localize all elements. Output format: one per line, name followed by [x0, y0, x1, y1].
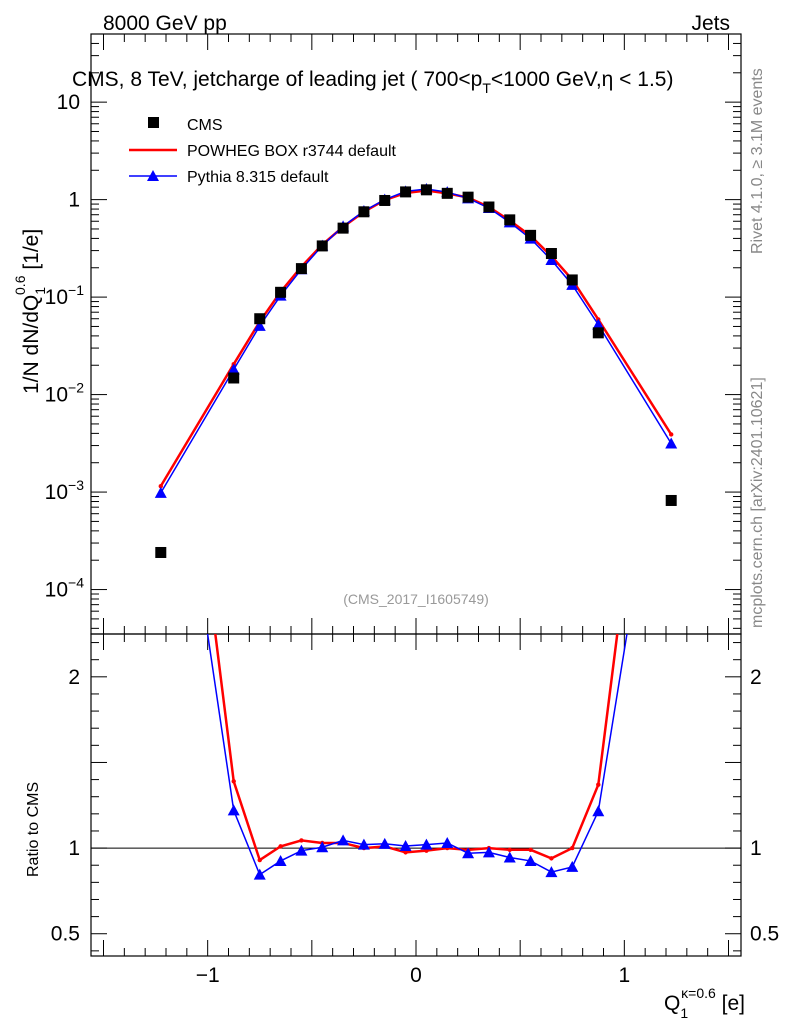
ratio-point-powheg: [507, 847, 512, 853]
ratio-point-pythia: [357, 838, 370, 850]
legend-label-powheg: POWHEG BOX r3744 default: [187, 143, 397, 160]
ratio-point-pythia: [524, 854, 537, 866]
y-tick-label: 10−1: [45, 282, 85, 309]
data-point-cms: [483, 201, 495, 213]
ratio-point-pythia: [441, 836, 454, 848]
ratio-y-tick-label-right: 0.5: [750, 923, 779, 946]
data-point-pythia: [592, 318, 605, 330]
ratio-point-powheg: [299, 838, 304, 843]
data-point-cms: [337, 222, 349, 234]
ratio-point-pythia: [227, 804, 240, 816]
data-point-cms: [441, 187, 453, 199]
ratio-point-pythia: [399, 840, 412, 852]
ratio-y-tick-label-right: 1: [750, 837, 762, 860]
ratio-point-pythia: [316, 841, 329, 853]
data-point-cms: [254, 313, 266, 325]
ratio-point-pythia: [253, 868, 266, 880]
data-point-cms: [420, 184, 432, 196]
data-point-cms: [316, 240, 328, 252]
y-tick-label: 10−3: [45, 477, 85, 504]
data-point-powheg: [158, 483, 163, 489]
ratio-point-powheg: [596, 782, 601, 787]
ratio-point-pythia: [592, 805, 605, 817]
series-line-pythia: [160, 188, 672, 494]
ratio-point-powheg: [528, 847, 533, 853]
ratio-point-pythia: [274, 854, 287, 866]
top-axis-ticks: 10−4 10−3 10−2 10−1 1 10: [45, 33, 741, 634]
ratio-point-pythia: [337, 834, 350, 846]
ratio-line-powheg: [214, 634, 619, 863]
ratio-point-powheg: [278, 844, 283, 849]
y-axis-label: 1/N dN/dQ10.6 [1/e]: [12, 229, 48, 394]
data-point-cms: [155, 546, 167, 558]
data-point-pythia: [253, 319, 266, 331]
ratio-line-pythia: [206, 634, 628, 876]
data-point-cms: [462, 191, 474, 203]
x-tick-label: 0: [410, 964, 422, 987]
data-point-cms: [400, 186, 412, 198]
ratio-y-tick-label: 1: [68, 837, 80, 860]
x-tick-label: −1: [196, 964, 220, 987]
data-point-pythia: [665, 437, 678, 449]
ratio-point-powheg: [257, 857, 262, 863]
data-point-powheg: [669, 432, 674, 437]
ratio-point-powheg: [231, 779, 236, 784]
data-point-cms: [358, 206, 370, 218]
data-point-cms: [275, 286, 287, 298]
ratio-y-tick-label: 0.5: [51, 923, 80, 946]
data-point-cms: [525, 229, 537, 241]
ratio-point-powheg: [549, 856, 554, 861]
legend-label-cms: CMS: [187, 117, 223, 134]
ratio-point-pythia: [462, 847, 475, 859]
ratio-point-powheg: [570, 845, 575, 851]
y-tick-label: 1: [68, 189, 80, 212]
header-right-label: Jets: [691, 12, 730, 35]
ratio-y-axis-label: Ratio to CMS: [25, 782, 42, 877]
legend-marker-pythia: [147, 170, 159, 181]
y-tick-label: 10: [57, 91, 80, 114]
ratio-point-pythia: [503, 851, 516, 863]
ratio-axis-ticks: −1 0 1 0.5 0.5 1 1 2 2: [51, 634, 779, 987]
ratio-point-powheg: [403, 850, 408, 855]
data-point-cms: [592, 327, 604, 339]
legend-label-pythia: Pythia 8.315 default: [187, 169, 329, 186]
data-point-pythia: [545, 254, 558, 266]
data-point-cms: [665, 494, 677, 506]
data-point-cms: [566, 274, 578, 286]
ratio-point-pythia: [295, 844, 308, 856]
x-axis-label: Q1κ=0.6 [e]: [664, 985, 745, 1021]
data-point-cms: [295, 263, 307, 275]
y-tick-label: 10−4: [45, 575, 85, 602]
ratio-point-pythia: [378, 837, 391, 849]
legend-marker-cms: [148, 117, 159, 128]
ratio-y-tick-label: 2: [68, 666, 80, 689]
ratio-point-pythia: [566, 860, 579, 872]
ratio-point-pythia: [482, 846, 495, 858]
data-point-cms: [504, 214, 516, 226]
data-point-cms: [228, 372, 240, 384]
data-point-cms: [379, 194, 391, 206]
top-series-group: [154, 183, 678, 558]
ratio-y-tick-label-right: 2: [750, 666, 762, 689]
ratio-point-pythia: [545, 866, 558, 878]
analysis-watermark: (CMS_2017_I1605749): [343, 591, 489, 607]
data-point-pythia: [154, 486, 167, 498]
rivet-version-label: Rivet 4.1.0, ≥ 3.1M events: [749, 68, 766, 254]
y-tick-label: 10−2: [45, 380, 85, 407]
plot-title: CMS, 8 TeV, jetcharge of leading jet ( 7…: [72, 68, 673, 96]
legend: CMS POWHEG BOX r3744 default Pythia 8.31…: [129, 117, 397, 186]
ratio-panel-frame: [90, 633, 742, 957]
mcplots-label: mcplots.cern.ch [arXiv:2401.10621]: [749, 377, 766, 628]
x-tick-label: 1: [618, 964, 630, 987]
header-left-label: 8000 GeV pp: [103, 12, 227, 35]
ratio-point-pythia: [420, 838, 433, 850]
data-point-cms: [545, 248, 557, 260]
ratio-series-group: [206, 634, 628, 880]
data-point-pythia: [227, 363, 240, 375]
